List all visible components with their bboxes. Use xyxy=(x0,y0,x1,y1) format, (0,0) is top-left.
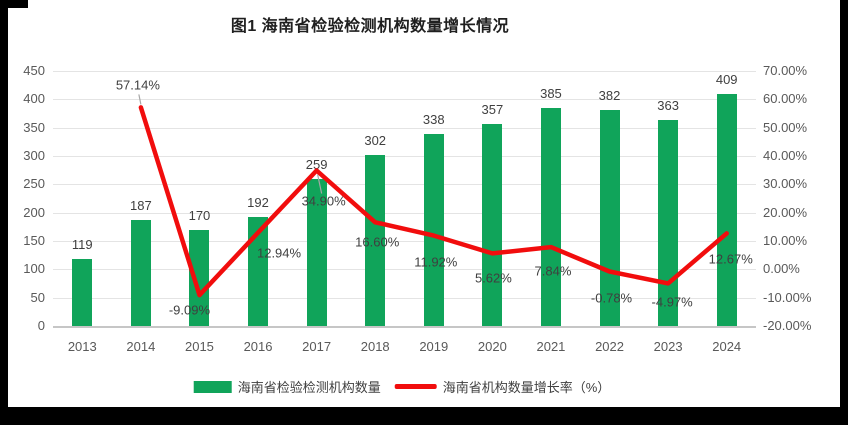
gridline xyxy=(53,127,756,129)
line-value-label: -0.78% xyxy=(590,290,633,306)
right-axis-tick: 40.00% xyxy=(763,148,808,163)
line-value-label: -9.09% xyxy=(168,302,211,318)
label-leader-line xyxy=(317,174,323,194)
bar-value-label: 170 xyxy=(188,207,211,223)
gridline xyxy=(53,184,756,186)
border-strip-right xyxy=(840,0,848,425)
line-value-label: 11.92% xyxy=(414,254,458,270)
gridline xyxy=(53,269,756,271)
gridline xyxy=(53,297,756,299)
bar-2013 xyxy=(72,258,93,326)
bar-2014 xyxy=(130,220,151,326)
bar-2023 xyxy=(658,120,679,326)
legend-bar-label: 海南省检验检测机构数量 xyxy=(237,380,381,395)
border-strip-left xyxy=(0,0,8,425)
chart-title: 图1 海南省检验检测机构数量增长情况 xyxy=(230,18,510,35)
x-axis-label: 2021 xyxy=(536,339,566,354)
gridline xyxy=(53,156,756,157)
right-axis-tick: 20.00% xyxy=(763,204,808,220)
gridline xyxy=(53,212,756,214)
bar-value-label: 192 xyxy=(247,195,269,211)
bar-value-label: 382 xyxy=(598,87,621,103)
gridline xyxy=(53,99,756,101)
right-axis-tick: 60.00% xyxy=(763,91,808,107)
left-axis-tick: 300 xyxy=(23,148,45,163)
bar-2016 xyxy=(248,217,269,326)
right-axis-tick: 70.00% xyxy=(763,63,808,78)
plot-area: 450 70.00% 400 60.00% 350 50.00% 300 40.00% 250 3… xyxy=(23,63,812,355)
bar-value-label: 338 xyxy=(422,112,445,128)
legend-line-label: 海南省机构数量增长率（%） xyxy=(442,380,611,395)
bar-value-label: 187 xyxy=(130,198,152,214)
right-axis-tick: 50.00% xyxy=(763,119,808,135)
x-axis-label: 2023 xyxy=(653,339,683,354)
line-value-label: 12.94% xyxy=(256,245,302,261)
right-axis-tick: 10.00% xyxy=(763,233,808,248)
left-axis-tick: 350 xyxy=(23,119,45,135)
x-axis-label: 2016 xyxy=(243,339,273,354)
x-axis-label: 2018 xyxy=(360,339,390,354)
x-axis-label: 2020 xyxy=(477,339,507,354)
x-axis-label: 2022 xyxy=(595,339,624,354)
bar-2024 xyxy=(716,94,737,326)
gridline xyxy=(53,71,756,72)
right-axis-tick: -10.00% xyxy=(763,289,812,305)
legend-bar-swatch-icon xyxy=(193,380,232,393)
left-axis-tick: 0 xyxy=(37,318,45,333)
legend: 海南省检验检测机构数量 海南省机构数量增长率（%） xyxy=(193,377,611,396)
x-axis-label: 2019 xyxy=(419,339,449,354)
left-axis-tick: 400 xyxy=(23,91,45,107)
left-axis-tick: 450 xyxy=(23,63,45,78)
left-axis-tick: 200 xyxy=(23,204,45,220)
bar-value-label: 385 xyxy=(540,85,562,101)
line-value-label: -4.97% xyxy=(651,294,693,310)
x-axis-label: 2014 xyxy=(126,339,156,354)
label-leader-line xyxy=(138,94,142,105)
growth-rate-line-chart xyxy=(138,94,729,298)
line-value-label: 12.67% xyxy=(708,251,753,267)
left-axis-tick: 100 xyxy=(23,261,45,277)
line-value-label: 57.14% xyxy=(115,77,160,93)
bar-2021 xyxy=(540,107,561,326)
bar-2020 xyxy=(482,123,503,326)
bar-2017 xyxy=(306,179,327,326)
bar-value-label: 259 xyxy=(305,157,328,173)
border-strip-bottom xyxy=(0,407,848,425)
bar-2019 xyxy=(423,134,444,326)
bar-value-label: 302 xyxy=(364,132,387,148)
x-axis-label: 2017 xyxy=(302,339,332,354)
bar-value-label: 119 xyxy=(71,236,93,252)
bar-value-label: 363 xyxy=(657,98,679,114)
growth-rate-line xyxy=(138,105,729,298)
border-strip-top-left xyxy=(0,0,28,8)
x-axis-line xyxy=(53,326,756,328)
bar-value-label: 409 xyxy=(715,72,738,88)
bar-value-label: 357 xyxy=(481,101,504,117)
right-axis-tick: 30.00% xyxy=(763,176,808,192)
line-value-label: 7.84% xyxy=(534,263,572,279)
left-axis-tick: 250 xyxy=(23,176,45,192)
line-value-label: 16.60% xyxy=(355,234,400,250)
legend-line-swatch-icon xyxy=(394,384,437,389)
gridline xyxy=(53,241,756,242)
x-axis-label: 2024 xyxy=(712,339,742,354)
x-axis-label: 2013 xyxy=(67,339,97,354)
chart-panel: 图1 海南省检验检测机构数量增长情况 450 70.00% 400 60.00% 350… xyxy=(8,0,840,407)
line-value-label: 5.62% xyxy=(474,270,512,286)
bar-2015 xyxy=(189,229,210,326)
left-axis-tick: 50 xyxy=(30,289,45,305)
left-axis-tick: 150 xyxy=(23,233,45,248)
line-value-label: 34.90% xyxy=(301,193,346,209)
right-axis-tick: -20.00% xyxy=(763,318,812,333)
x-axis-label: 2015 xyxy=(184,339,214,354)
bar-2018 xyxy=(365,154,386,326)
right-axis-tick: 0.00% xyxy=(763,261,800,277)
